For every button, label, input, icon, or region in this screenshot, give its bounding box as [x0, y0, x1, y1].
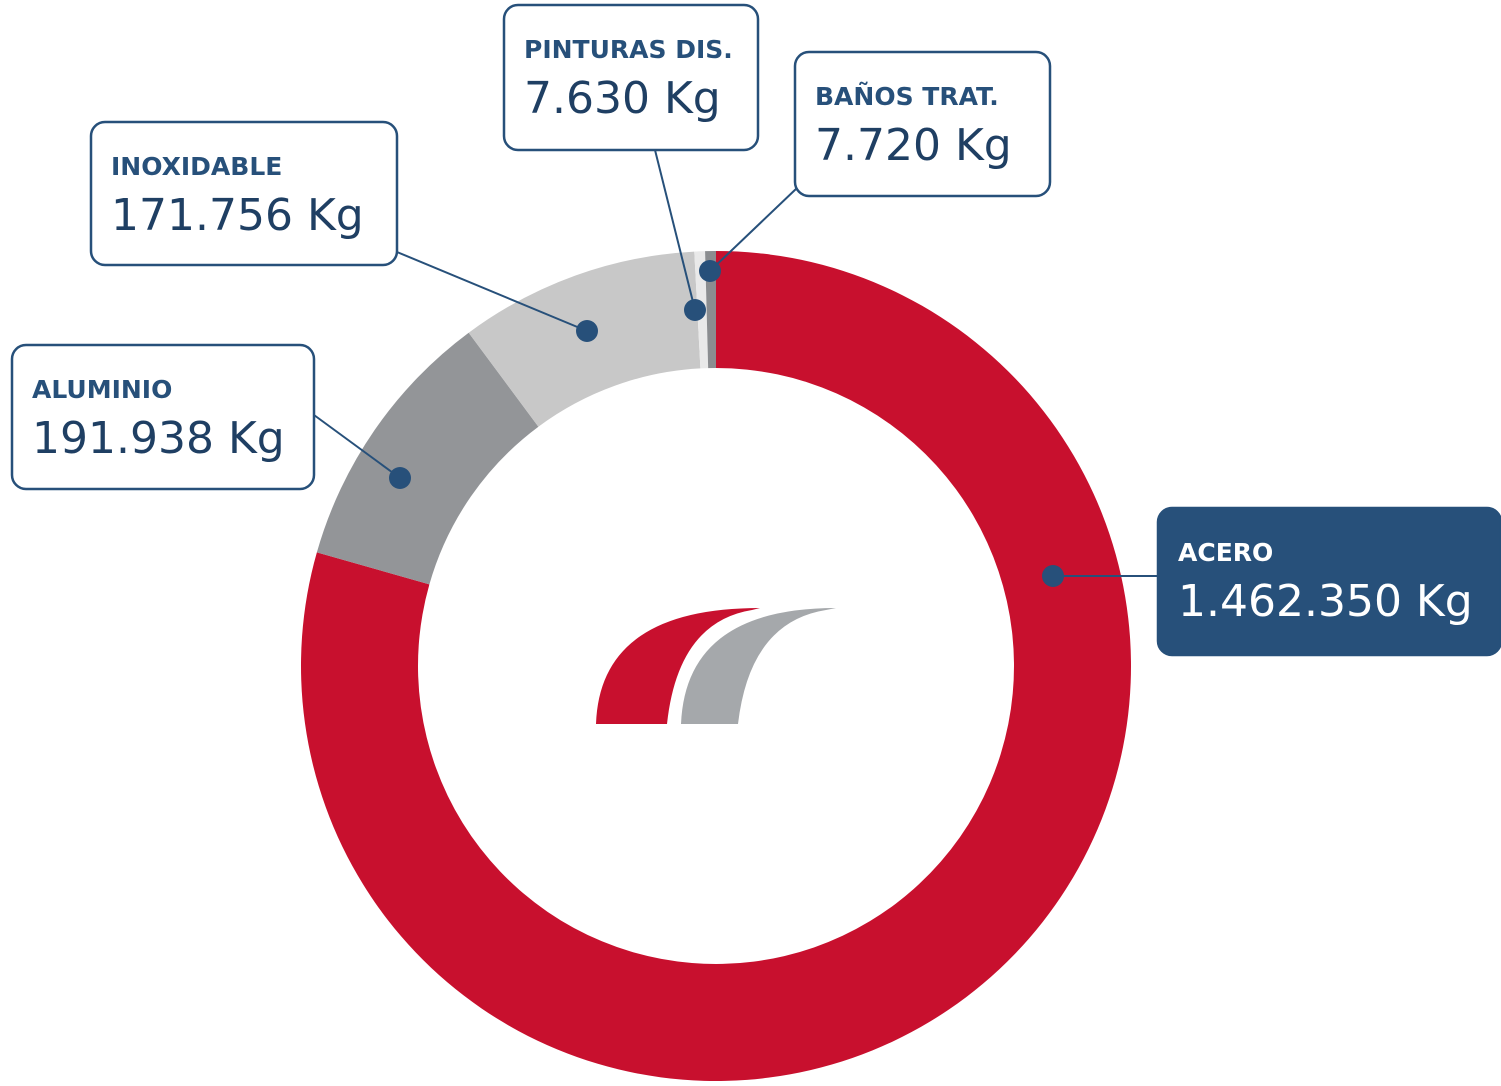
category-label: PINTURAS DIS. — [524, 35, 733, 64]
callout: PINTURAS DIS. 7.630 Kg — [502, 3, 760, 321]
category-label: ACERO — [1178, 538, 1273, 567]
logo-gray — [681, 608, 836, 724]
leader-line — [654, 149, 696, 311]
value-label: 191.938 Kg — [32, 413, 285, 464]
callout-box — [1156, 506, 1501, 657]
logo-red — [596, 608, 760, 724]
callout-box — [502, 3, 760, 152]
slice — [316, 332, 539, 585]
leader-dot — [684, 299, 706, 321]
leader-line — [709, 187, 798, 272]
logo — [596, 608, 836, 724]
value-label: 7.720 Kg — [815, 120, 1012, 171]
callout-box — [793, 50, 1052, 198]
value-label: 7.630 Kg — [524, 73, 721, 124]
leader-dot — [576, 320, 598, 342]
leader-dot — [389, 467, 411, 489]
category-label: BAÑOS TRAT. — [815, 82, 999, 111]
callout: BAÑOS TRAT. 7.720 Kg — [699, 50, 1052, 282]
category-label: INOXIDABLE — [111, 152, 282, 181]
callout: INOXIDABLE 171.756 Kg — [89, 120, 598, 342]
callout-box — [10, 343, 316, 491]
leader-line — [313, 414, 401, 479]
leader-dot — [1042, 565, 1064, 587]
value-label: 171.756 Kg — [111, 190, 364, 241]
leader-line — [396, 251, 588, 332]
callout: ACERO 1.462.350 Kg — [1042, 506, 1501, 657]
leader-dot — [699, 260, 721, 282]
category-label: ALUMINIO — [32, 375, 172, 404]
callout: ALUMINIO 191.938 Kg — [10, 343, 411, 491]
callout-box — [89, 120, 399, 267]
value-label: 1.462.350 Kg — [1178, 576, 1473, 627]
